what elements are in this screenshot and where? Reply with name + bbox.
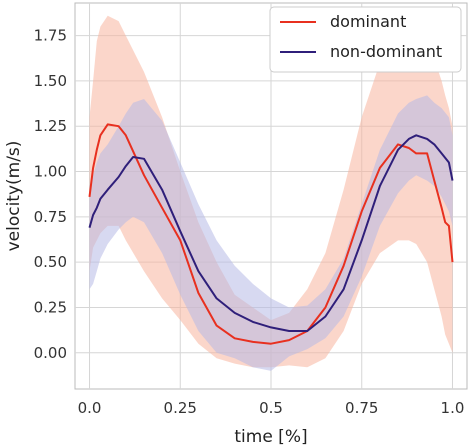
x-tick-label: 0.5 (259, 399, 283, 417)
y-axis-label: velocity(m/s) (4, 141, 24, 252)
y-tick-labels: 0.00 0.25 0.50 0.75 1.00 1.25 1.50 1.75 (34, 27, 67, 362)
x-tick-label: 0.0 (78, 399, 102, 417)
y-tick-label: 0.25 (34, 298, 67, 316)
x-tick-label: 0.25 (164, 399, 197, 417)
x-axis-label: time [%] (234, 427, 307, 447)
series-lines (88, 123, 454, 345)
y-tick-label: 1.00 (34, 163, 67, 181)
confidence-bands (89, 15, 453, 371)
legend-label-dominant: dominant (330, 12, 406, 31)
y-tick-label: 1.25 (34, 117, 67, 135)
y-tick-label: 1.75 (34, 27, 67, 45)
x-tick-label: 1.0 (441, 399, 465, 417)
legend: dominant non-dominant (269, 6, 462, 73)
y-tick-label: 0.75 (34, 208, 67, 226)
legend-box (269, 6, 462, 73)
y-tick-label: 0.00 (34, 344, 67, 362)
y-tick-label: 0.50 (34, 253, 67, 271)
legend-label-non-dominant: non-dominant (330, 42, 442, 61)
line-dominant (88, 123, 454, 345)
line-non-dominant (88, 134, 454, 332)
y-tick-label: 1.50 (34, 72, 67, 90)
x-tick-label: 0.75 (345, 399, 378, 417)
band-non-dominant (89, 95, 453, 371)
x-tick-labels: 0.0 0.25 0.5 0.75 1.0 (78, 399, 465, 417)
